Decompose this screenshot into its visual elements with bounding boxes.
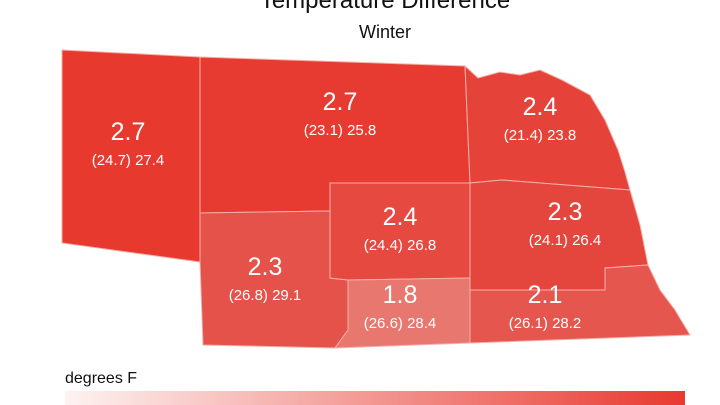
region [333, 277, 471, 349]
legend-label: degrees F [65, 370, 137, 387]
region-value: 2.4 [383, 203, 418, 231]
region-value: 2.7 [323, 88, 358, 116]
subtitle: Winter [359, 22, 411, 42]
region [469, 264, 691, 344]
region-value: 2.1 [528, 281, 563, 309]
region-value: 2.7 [111, 118, 146, 146]
region-value: 1.8 [383, 281, 418, 309]
legend-bar [65, 391, 685, 405]
region-value: 2.3 [248, 253, 283, 281]
region [329, 182, 471, 281]
regions [61, 49, 691, 349]
region-detail: (23.1) 25.8 [304, 122, 377, 139]
title: Temperature Difference [260, 0, 510, 14]
region-value: 2.3 [548, 198, 583, 226]
region-detail: (24.1) 26.4 [529, 232, 602, 249]
region-detail: (21.4) 23.8 [504, 127, 577, 144]
region-detail: (26.6) 28.4 [364, 315, 437, 332]
region-detail: (26.1) 28.2 [509, 315, 582, 332]
region-value: 2.4 [523, 93, 558, 121]
region-detail: (24.4) 26.8 [364, 237, 437, 254]
region-detail: (26.8) 29.1 [229, 287, 302, 304]
region-detail: (24.7) 27.4 [92, 152, 165, 169]
